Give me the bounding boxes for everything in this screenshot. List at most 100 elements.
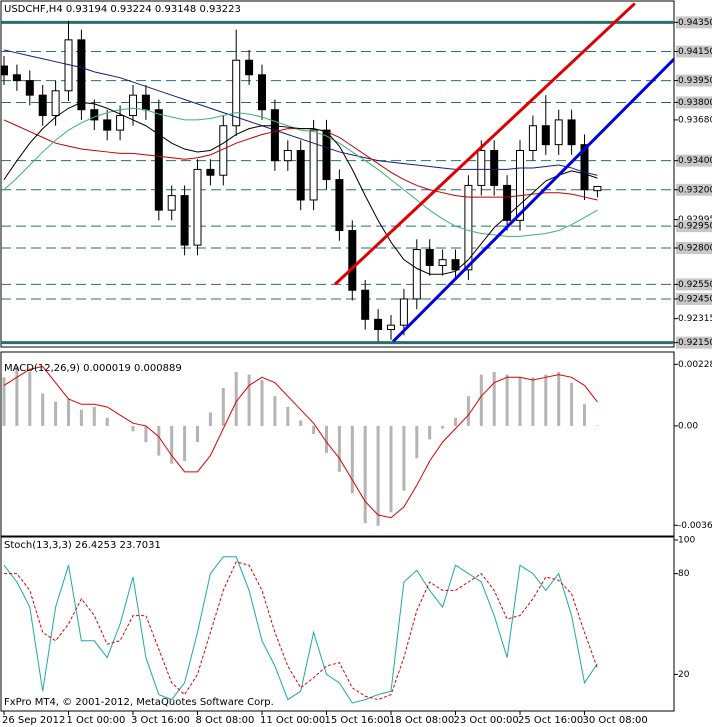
macd-bar [28,371,32,426]
candle-body [516,149,524,221]
stoch-panel-frame [0,536,675,712]
macd-bar [196,425,199,443]
x-tick-label: 18 Oct 08:00 [389,715,454,726]
candle-body [425,248,434,266]
label-box [676,45,712,58]
candle-body [193,168,202,246]
macd-bar [518,377,522,426]
macd-bar [170,425,174,464]
macd-bar [299,420,303,426]
macd-bar [363,425,367,524]
y-tick-label: 0.94350 [678,18,712,28]
candle-body [567,119,576,146]
axes: 0.94350 0.94150 0.93950 0.93800 0.93680 0.934… [2,16,712,726]
label-box [676,278,712,291]
stoch-plot [3,556,598,704]
macd-bar [286,407,290,426]
candle-body [335,179,344,232]
macd-bar [234,371,238,426]
y-tick-label: 0.93680 [678,115,712,125]
candle-body [554,119,563,146]
label-box [676,183,712,196]
y-tick-label: 0.93200 [678,185,712,195]
candle-body [283,149,292,162]
macd-bar [312,425,316,435]
macd-plot [2,365,599,526]
y-tick-label: -0.00368 [678,521,712,531]
label-box [676,16,712,29]
y-tick-label: 0.00228 [678,360,712,370]
macd-bar [325,425,328,453]
macd-bar [595,425,599,426]
y-tick-label: 0.93400 [678,156,712,166]
y-tick-label: 0.92450 [678,294,712,304]
main-panel-frame [0,0,675,348]
trend-line [392,57,674,343]
candle-body [309,129,318,201]
macd-bar [54,401,58,426]
x-tick-label: 30 Oct 08:00 [583,715,648,726]
stoch-line [4,561,598,701]
candle-body [232,59,241,127]
macd-bar [505,374,509,426]
label-box [676,96,712,109]
candle-body [90,109,99,121]
candle-body [296,149,305,201]
y-tick-label: 20 [678,670,690,680]
macd-bar [337,425,341,472]
macd-bar [2,377,6,426]
macd-bar [79,409,83,426]
candle-body [103,119,112,131]
macd-bar [492,371,496,426]
macd-title: MACD(12,26,9) 0.000019 0.000889 [4,363,182,374]
candle-body [129,94,137,117]
macd-bar [544,374,548,426]
macd-bar [41,393,45,426]
macd-bar [183,425,187,462]
moving-average [3,49,598,176]
macd-bar [247,374,251,426]
label-box [676,74,712,87]
macd-bar [415,425,419,459]
candle-body [503,184,512,221]
candle-body [154,109,163,211]
candle-body [451,259,460,271]
macd-bar [389,425,393,513]
candle-body [51,90,60,117]
macd-panel-frame [0,351,675,537]
y-tick-label: 0.92950 [678,222,712,232]
label-box [676,242,712,255]
label-box [676,292,712,305]
candle-body [528,125,537,151]
candle-body [477,149,486,186]
label-box [676,220,712,233]
macd-bar [428,425,432,440]
candle-body [348,230,357,291]
candle-body [361,289,370,320]
x-tick-label: 8 Oct 08:00 [196,715,255,726]
y-tick-label: 100 [678,536,695,546]
macd-bar [273,396,277,426]
macd-bar [67,398,70,426]
candle-body [593,185,602,192]
stoch-title: Stoch(13,3,3) 26.4253 23.7031 [4,540,161,551]
macd-signal [3,365,598,519]
candle-body [141,94,150,111]
candle-body [412,248,421,300]
x-tick-label: 26 Sep 2012 [2,715,65,726]
moving-average [3,101,598,275]
macd-bar [557,371,561,426]
macd-bar [350,425,354,494]
macd-bar [105,417,109,426]
macd-bar [144,425,148,443]
x-tick-label: 1 Oct 00:00 [67,715,126,726]
candle-body [77,39,86,111]
candle-body [1,65,8,76]
candle-body [12,74,21,82]
macd-bar [157,425,161,456]
macd-bar [131,425,135,432]
macd-bar [260,380,264,426]
copyright: FxPro MT4, © 2001-2012, MetaQuotes Softw… [4,697,274,708]
candle-body [167,195,176,211]
